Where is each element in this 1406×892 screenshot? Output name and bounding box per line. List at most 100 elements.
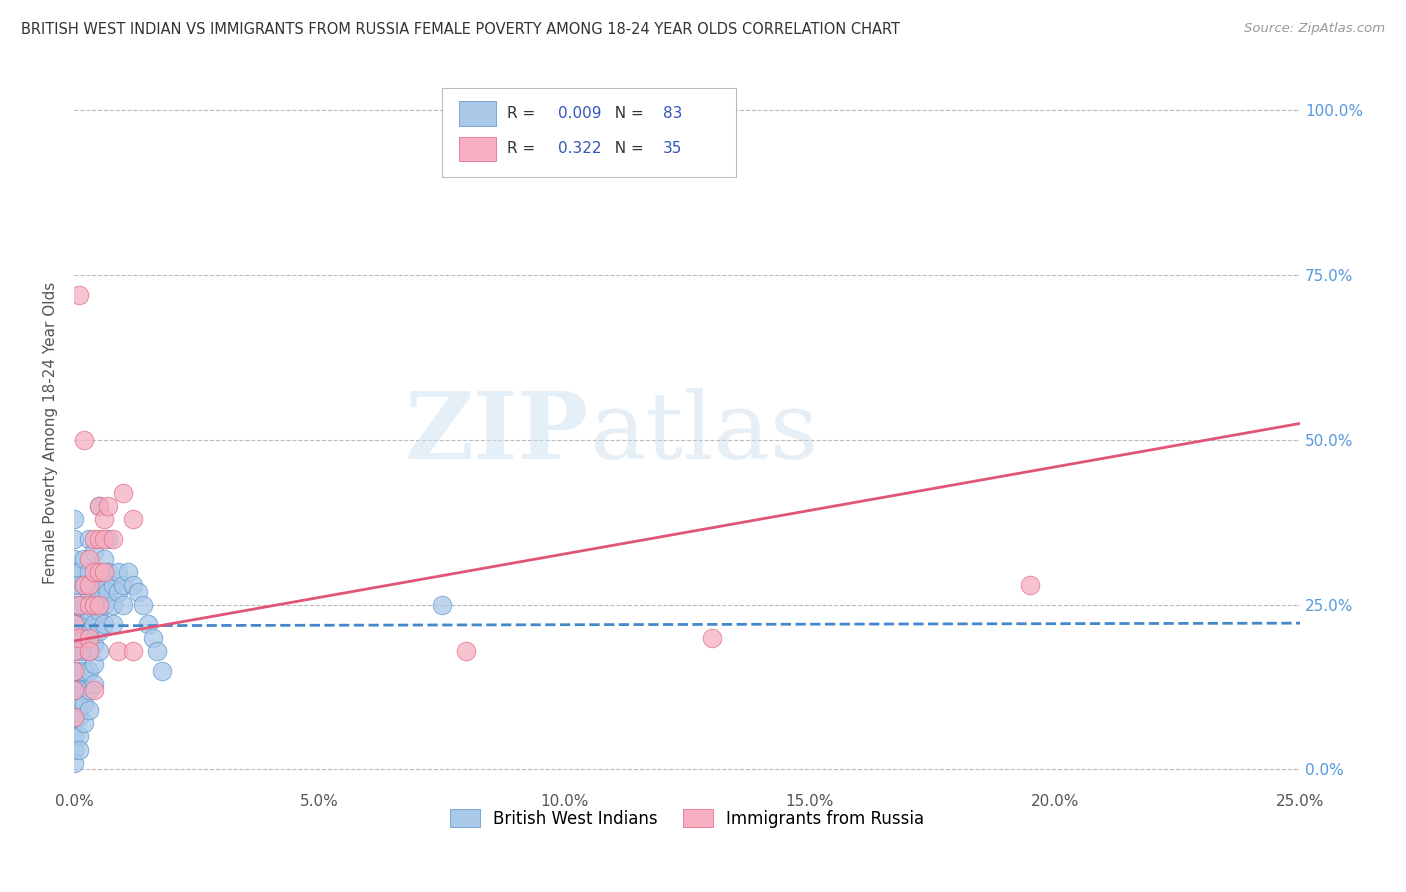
Point [63,512,86,526]
Point [77,598,100,612]
Point [73,644,96,658]
Point [73,683,96,698]
Text: 0.322: 0.322 [558,141,602,156]
Point [97,499,120,513]
Point [83,598,105,612]
Point [87,604,110,618]
Point [67,598,90,612]
Point [77,644,100,658]
Point [67,565,90,579]
Point [112,485,135,500]
Text: R =: R = [506,141,540,156]
Point [142,631,165,645]
Point [67,578,90,592]
Point [77,631,100,645]
Point [122,578,145,592]
Point [103,578,125,592]
Point [67,631,90,645]
Point [1019,578,1042,592]
Point [93,598,115,612]
Text: R =: R = [506,106,540,121]
Point [67,683,90,698]
Point [97,565,120,579]
Point [83,545,105,559]
Point [83,598,105,612]
Point [73,433,96,447]
Point [430,598,453,612]
Point [93,578,115,592]
Point [107,584,129,599]
Legend: British West Indians, Immigrants from Russia: British West Indians, Immigrants from Ru… [443,803,931,834]
Point [93,551,115,566]
Point [93,532,115,546]
Point [77,664,100,678]
Point [67,598,90,612]
Point [83,617,105,632]
Point [87,644,110,658]
Point [77,532,100,546]
Point [63,578,86,592]
Point [63,756,86,770]
Point [103,598,125,612]
Point [63,697,86,711]
Point [63,644,86,658]
Point [112,598,135,612]
Point [107,565,129,579]
Point [67,288,90,302]
Point [103,532,125,546]
Point [63,598,86,612]
Point [77,683,100,698]
Point [67,742,90,756]
Point [122,512,145,526]
Point [63,710,86,724]
Text: N =: N = [605,106,648,121]
FancyBboxPatch shape [458,136,496,161]
Point [77,578,100,592]
Point [456,644,478,658]
Point [63,683,86,698]
Point [97,584,120,599]
Point [73,551,96,566]
Point [77,624,100,638]
Y-axis label: Female Poverty Among 18-24 Year Olds: Female Poverty Among 18-24 Year Olds [44,282,58,584]
Point [63,683,86,698]
Point [112,578,135,592]
Point [77,551,100,566]
Point [146,644,169,658]
Point [77,565,100,579]
Point [136,617,159,632]
Point [83,565,105,579]
Text: BRITISH WEST INDIAN VS IMMIGRANTS FROM RUSSIA FEMALE POVERTY AMONG 18-24 YEAR OL: BRITISH WEST INDIAN VS IMMIGRANTS FROM R… [21,22,900,37]
Point [63,664,86,678]
Text: ZIP: ZIP [405,388,589,478]
Point [150,664,173,678]
Point [73,598,96,612]
Point [93,617,115,632]
Point [67,664,90,678]
Point [67,730,90,744]
Point [700,631,723,645]
Point [73,697,96,711]
Point [63,617,86,632]
Point [73,617,96,632]
Point [63,532,86,546]
Point [63,742,86,756]
Point [73,578,96,592]
Point [63,631,86,645]
Point [87,624,110,638]
Point [73,716,96,731]
Point [63,551,86,566]
Point [103,617,125,632]
Point [63,730,86,744]
Point [87,532,110,546]
Point [63,565,86,579]
Point [93,512,115,526]
Point [73,631,96,645]
Point [127,584,149,599]
Text: 0.009: 0.009 [558,106,602,121]
Point [73,664,96,678]
Point [77,644,100,658]
Text: atlas: atlas [589,388,818,478]
Point [63,617,86,632]
Point [83,532,105,546]
